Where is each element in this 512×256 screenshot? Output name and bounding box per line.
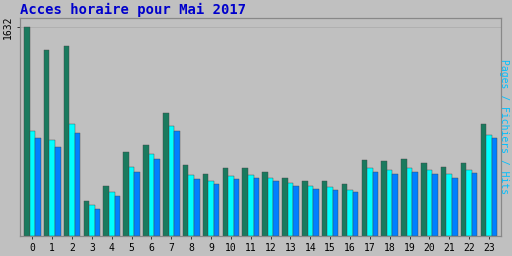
Bar: [174, 131, 180, 236]
Bar: [168, 125, 174, 236]
Bar: [194, 179, 200, 236]
Bar: [148, 154, 154, 236]
Bar: [361, 160, 367, 236]
Bar: [129, 166, 134, 236]
Bar: [262, 172, 268, 236]
Bar: [322, 180, 327, 236]
Bar: [426, 170, 432, 236]
Bar: [353, 192, 358, 236]
Bar: [214, 184, 219, 236]
Bar: [452, 178, 458, 236]
Bar: [466, 170, 472, 236]
Bar: [347, 189, 353, 236]
Bar: [342, 184, 347, 236]
Bar: [421, 163, 426, 236]
Bar: [134, 172, 140, 236]
Bar: [367, 168, 373, 236]
Bar: [55, 147, 60, 236]
Bar: [44, 50, 49, 236]
Bar: [242, 168, 248, 236]
Bar: [35, 138, 40, 236]
Bar: [223, 168, 228, 236]
Y-axis label: Pages / Fichiers / Hits: Pages / Fichiers / Hits: [499, 59, 509, 194]
Bar: [393, 174, 398, 236]
Bar: [273, 181, 279, 236]
Bar: [83, 201, 89, 236]
Text: Acces horaire pour Mai 2017: Acces horaire pour Mai 2017: [20, 3, 247, 17]
Bar: [49, 140, 55, 236]
Bar: [472, 173, 478, 236]
Bar: [461, 163, 466, 236]
Bar: [313, 189, 318, 236]
Bar: [492, 138, 497, 236]
Bar: [248, 175, 253, 236]
Bar: [115, 196, 120, 236]
Bar: [401, 159, 407, 236]
Bar: [407, 168, 412, 236]
Bar: [302, 180, 308, 236]
Bar: [30, 131, 35, 236]
Bar: [481, 124, 486, 236]
Bar: [233, 179, 239, 236]
Bar: [109, 192, 115, 236]
Bar: [333, 189, 338, 236]
Bar: [24, 27, 30, 236]
Bar: [208, 180, 214, 236]
Bar: [95, 209, 100, 236]
Bar: [288, 183, 293, 236]
Bar: [89, 205, 95, 236]
Bar: [228, 176, 233, 236]
Bar: [381, 161, 387, 236]
Bar: [183, 165, 188, 236]
Bar: [441, 166, 446, 236]
Bar: [154, 159, 160, 236]
Bar: [327, 187, 333, 236]
Bar: [282, 178, 288, 236]
Bar: [308, 186, 313, 236]
Bar: [293, 186, 299, 236]
Bar: [268, 178, 273, 236]
Bar: [432, 174, 438, 236]
Bar: [188, 175, 194, 236]
Bar: [446, 174, 452, 236]
Bar: [63, 46, 69, 236]
Bar: [373, 172, 378, 236]
Bar: [387, 170, 393, 236]
Bar: [103, 186, 109, 236]
Bar: [253, 178, 259, 236]
Bar: [203, 174, 208, 236]
Bar: [163, 113, 168, 236]
Bar: [75, 133, 80, 236]
Bar: [486, 134, 492, 236]
Bar: [412, 172, 418, 236]
Bar: [123, 152, 129, 236]
Bar: [143, 145, 148, 236]
Bar: [69, 124, 75, 236]
